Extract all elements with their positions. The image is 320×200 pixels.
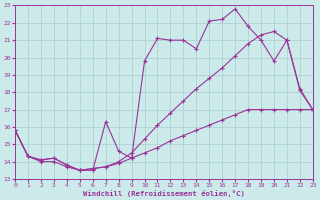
X-axis label: Windchill (Refroidissement éolien,°C): Windchill (Refroidissement éolien,°C) <box>83 190 245 197</box>
